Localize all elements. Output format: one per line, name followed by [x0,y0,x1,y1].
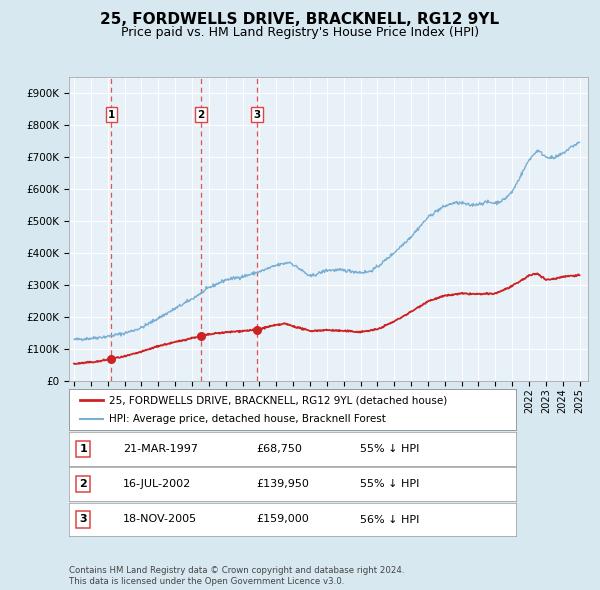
Text: 2: 2 [197,110,205,120]
Text: 3: 3 [254,110,261,120]
Text: 21-MAR-1997: 21-MAR-1997 [122,444,197,454]
Text: £139,950: £139,950 [257,479,310,489]
Text: 55% ↓ HPI: 55% ↓ HPI [359,479,419,489]
Text: 56% ↓ HPI: 56% ↓ HPI [359,514,419,525]
Text: £159,000: £159,000 [257,514,310,525]
Text: 1: 1 [79,444,87,454]
Text: 2: 2 [79,479,87,489]
Text: 18-NOV-2005: 18-NOV-2005 [122,514,197,525]
Text: £68,750: £68,750 [257,444,302,454]
Text: 3: 3 [79,514,87,525]
Text: 55% ↓ HPI: 55% ↓ HPI [359,444,419,454]
Text: 1: 1 [108,110,115,120]
Text: Price paid vs. HM Land Registry's House Price Index (HPI): Price paid vs. HM Land Registry's House … [121,26,479,39]
Text: 25, FORDWELLS DRIVE, BRACKNELL, RG12 9YL (detached house): 25, FORDWELLS DRIVE, BRACKNELL, RG12 9YL… [109,395,448,405]
Text: 25, FORDWELLS DRIVE, BRACKNELL, RG12 9YL: 25, FORDWELLS DRIVE, BRACKNELL, RG12 9YL [100,12,500,27]
Text: HPI: Average price, detached house, Bracknell Forest: HPI: Average price, detached house, Brac… [109,414,386,424]
Text: Contains HM Land Registry data © Crown copyright and database right 2024.
This d: Contains HM Land Registry data © Crown c… [69,566,404,586]
Text: 16-JUL-2002: 16-JUL-2002 [122,479,191,489]
